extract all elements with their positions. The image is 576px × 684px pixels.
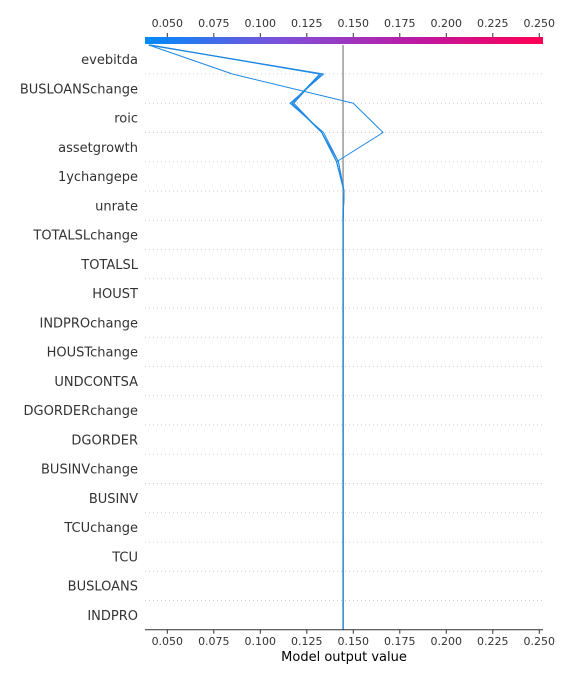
x-axis-ticks: 0.050 0.075 0.100 0.125 0.150 0.175 0.200 0.225… (152, 629, 556, 648)
feature-labels: evebitda BUSLOANSchange roic assetgrowth 1yc… (20, 53, 139, 624)
feature-label: DGORDER (71, 433, 138, 448)
feature-label: TCU (111, 550, 138, 565)
feature-label: INDPRO (87, 609, 138, 624)
x-tick-label: 0.175 (384, 635, 416, 648)
feature-label: BUSINVchange (41, 463, 138, 478)
colorbar-tick-label: 0.200 (431, 17, 463, 30)
feature-label: BUSLOANS (68, 580, 138, 595)
x-tick-label: 0.250 (524, 635, 556, 648)
feature-label: UNDCONTSA (54, 375, 138, 390)
feature-label: INDPROchange (39, 316, 138, 331)
colorbar-tick-label: 0.075 (198, 17, 230, 30)
colorbar-tick-label: 0.225 (477, 17, 509, 30)
colorbar-tick-label: 0.150 (338, 17, 370, 30)
x-axis-title: Model output value (281, 650, 407, 665)
feature-label: TCUchange (63, 521, 138, 536)
colorbar-tick-label: 0.125 (291, 17, 323, 30)
series-line (148, 44, 345, 630)
series-lines (148, 44, 384, 630)
feature-label: HOUST (92, 287, 138, 302)
colorbar (145, 37, 543, 44)
feature-label: evebitda (81, 53, 138, 68)
feature-label: 1ychangepe (58, 170, 138, 185)
colorbar-tick-label: 0.250 (524, 17, 556, 30)
x-tick-label: 0.125 (291, 635, 323, 648)
x-tick-label: 0.050 (152, 635, 184, 648)
feature-label: TOTALSLchange (32, 229, 138, 244)
series-line (150, 44, 345, 630)
x-tick-label: 0.075 (198, 635, 230, 648)
colorbar-tick-label: 0.100 (245, 17, 277, 30)
colorbar-ticks: 0.050 0.075 0.100 0.125 0.150 0.175 0.200 0.225… (152, 17, 555, 37)
series-line (148, 44, 345, 630)
colorbar-tick-label: 0.175 (384, 17, 416, 30)
x-tick-label: 0.225 (477, 635, 509, 648)
feature-label: BUSINV (89, 492, 138, 507)
x-tick-label: 0.100 (245, 635, 277, 648)
x-tick-label: 0.150 (338, 635, 370, 648)
feature-label: assetgrowth (58, 141, 138, 156)
feature-label: BUSLOANSchange (20, 82, 138, 97)
feature-label: DGORDERchange (24, 404, 138, 419)
feature-label: HOUSTchange (47, 346, 138, 361)
feature-label: roic (114, 112, 138, 127)
feature-label: unrate (95, 199, 138, 214)
series-line (148, 44, 345, 630)
colorbar-tick-label: 0.050 (152, 17, 184, 30)
x-tick-label: 0.200 (431, 635, 463, 648)
feature-label: TOTALSL (80, 258, 138, 273)
